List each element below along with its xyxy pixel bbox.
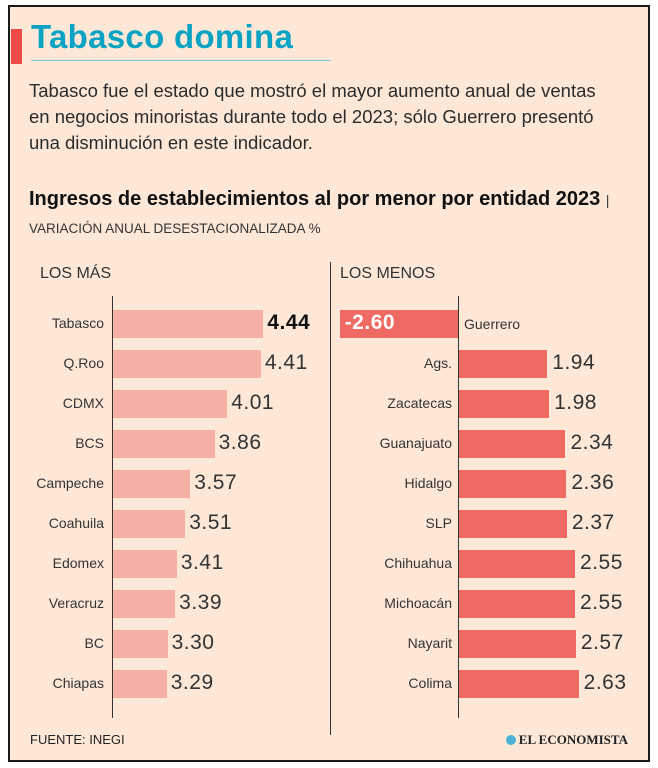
value-label: 4.44 <box>267 311 311 334</box>
bar <box>459 390 550 418</box>
value-label: 2.37 <box>571 511 615 534</box>
source-note: FUENTE: INEGI <box>30 732 125 747</box>
bar <box>113 590 176 618</box>
category-label: Ags. <box>423 355 452 371</box>
category-label: Colima <box>408 675 452 691</box>
bar <box>113 630 168 658</box>
value-label: 2.63 <box>583 671 627 694</box>
intro-text: Tabasco fue el estado que mostró el mayo… <box>29 80 596 153</box>
bar <box>459 670 579 698</box>
bar <box>459 470 567 498</box>
bar <box>113 550 177 578</box>
category-label: Nayarit <box>407 635 452 651</box>
bar <box>113 310 264 338</box>
value-label: 4.41 <box>264 351 308 374</box>
title-accent <box>11 29 22 64</box>
chart-title: Ingresos de establecimientos al por meno… <box>29 186 629 242</box>
category-label: Coahuila <box>48 515 104 531</box>
chart-subtitle: | VARIACIÓN ANUAL DESESTACIONALIZADA % <box>29 193 610 236</box>
panel-header-los-mas: LOS MÁS <box>40 265 112 282</box>
bar <box>113 470 191 498</box>
value-label: 4.01 <box>231 391 275 414</box>
value-label: 2.34 <box>570 431 614 454</box>
category-label: Tabasco <box>51 315 104 331</box>
left-axis <box>112 296 113 718</box>
category-label: Michoacán <box>384 595 452 611</box>
value-label: 3.39 <box>179 591 223 614</box>
right-axis <box>458 296 459 718</box>
category-label: Hidalgo <box>404 475 452 491</box>
panel-header-los-menos: LOS MENOS <box>340 265 436 282</box>
category-label: Guerrero <box>464 316 521 332</box>
category-label: BCS <box>75 435 104 451</box>
category-label: Q.Roo <box>63 355 104 371</box>
bar <box>113 430 215 458</box>
value-label: 3.86 <box>218 431 262 454</box>
bar <box>459 510 567 538</box>
category-label: CDMX <box>62 395 104 411</box>
category-label: BC <box>84 635 104 651</box>
bar <box>113 390 228 418</box>
value-label: 2.36 <box>571 471 615 494</box>
value-label: 1.98 <box>554 391 597 414</box>
bar <box>459 630 576 658</box>
bar <box>459 430 566 458</box>
category-label: Chiapas <box>52 675 104 691</box>
value-label: 3.30 <box>171 631 215 654</box>
category-label: SLP <box>425 515 452 531</box>
chart-title-main: Ingresos de establecimientos al por meno… <box>29 188 601 210</box>
value-label: 3.41 <box>180 551 224 574</box>
category-label: Edomex <box>52 555 104 571</box>
category-label: Veracruz <box>48 595 104 611</box>
brand-logo: EL ECONOMISTA <box>505 732 628 748</box>
value-label: 3.29 <box>170 671 214 694</box>
bar <box>339 310 458 338</box>
value-label: 1.94 <box>552 351 596 374</box>
value-label: -2.60 <box>344 311 396 334</box>
page-title: Tabasco domina <box>31 18 294 55</box>
logo-icon <box>505 735 516 745</box>
value-label: 3.57 <box>194 471 238 494</box>
panel-divider <box>330 262 331 735</box>
brand-name: EL ECONOMISTA <box>518 732 628 747</box>
category-label: Campeche <box>36 475 104 491</box>
bar <box>113 350 261 378</box>
bar <box>459 350 548 378</box>
bar <box>113 670 167 698</box>
category-label: Guanajuato <box>379 435 452 451</box>
value-label: 2.57 <box>580 631 624 654</box>
value-label: 2.55 <box>580 551 623 574</box>
title-underline <box>31 60 331 61</box>
value-label: 2.55 <box>580 591 623 614</box>
bar <box>459 590 576 618</box>
category-label: Chihuahua <box>384 555 452 571</box>
bar <box>459 550 576 578</box>
value-label: 3.51 <box>189 511 233 534</box>
bar <box>113 510 186 538</box>
category-label: Zacatecas <box>387 395 452 411</box>
